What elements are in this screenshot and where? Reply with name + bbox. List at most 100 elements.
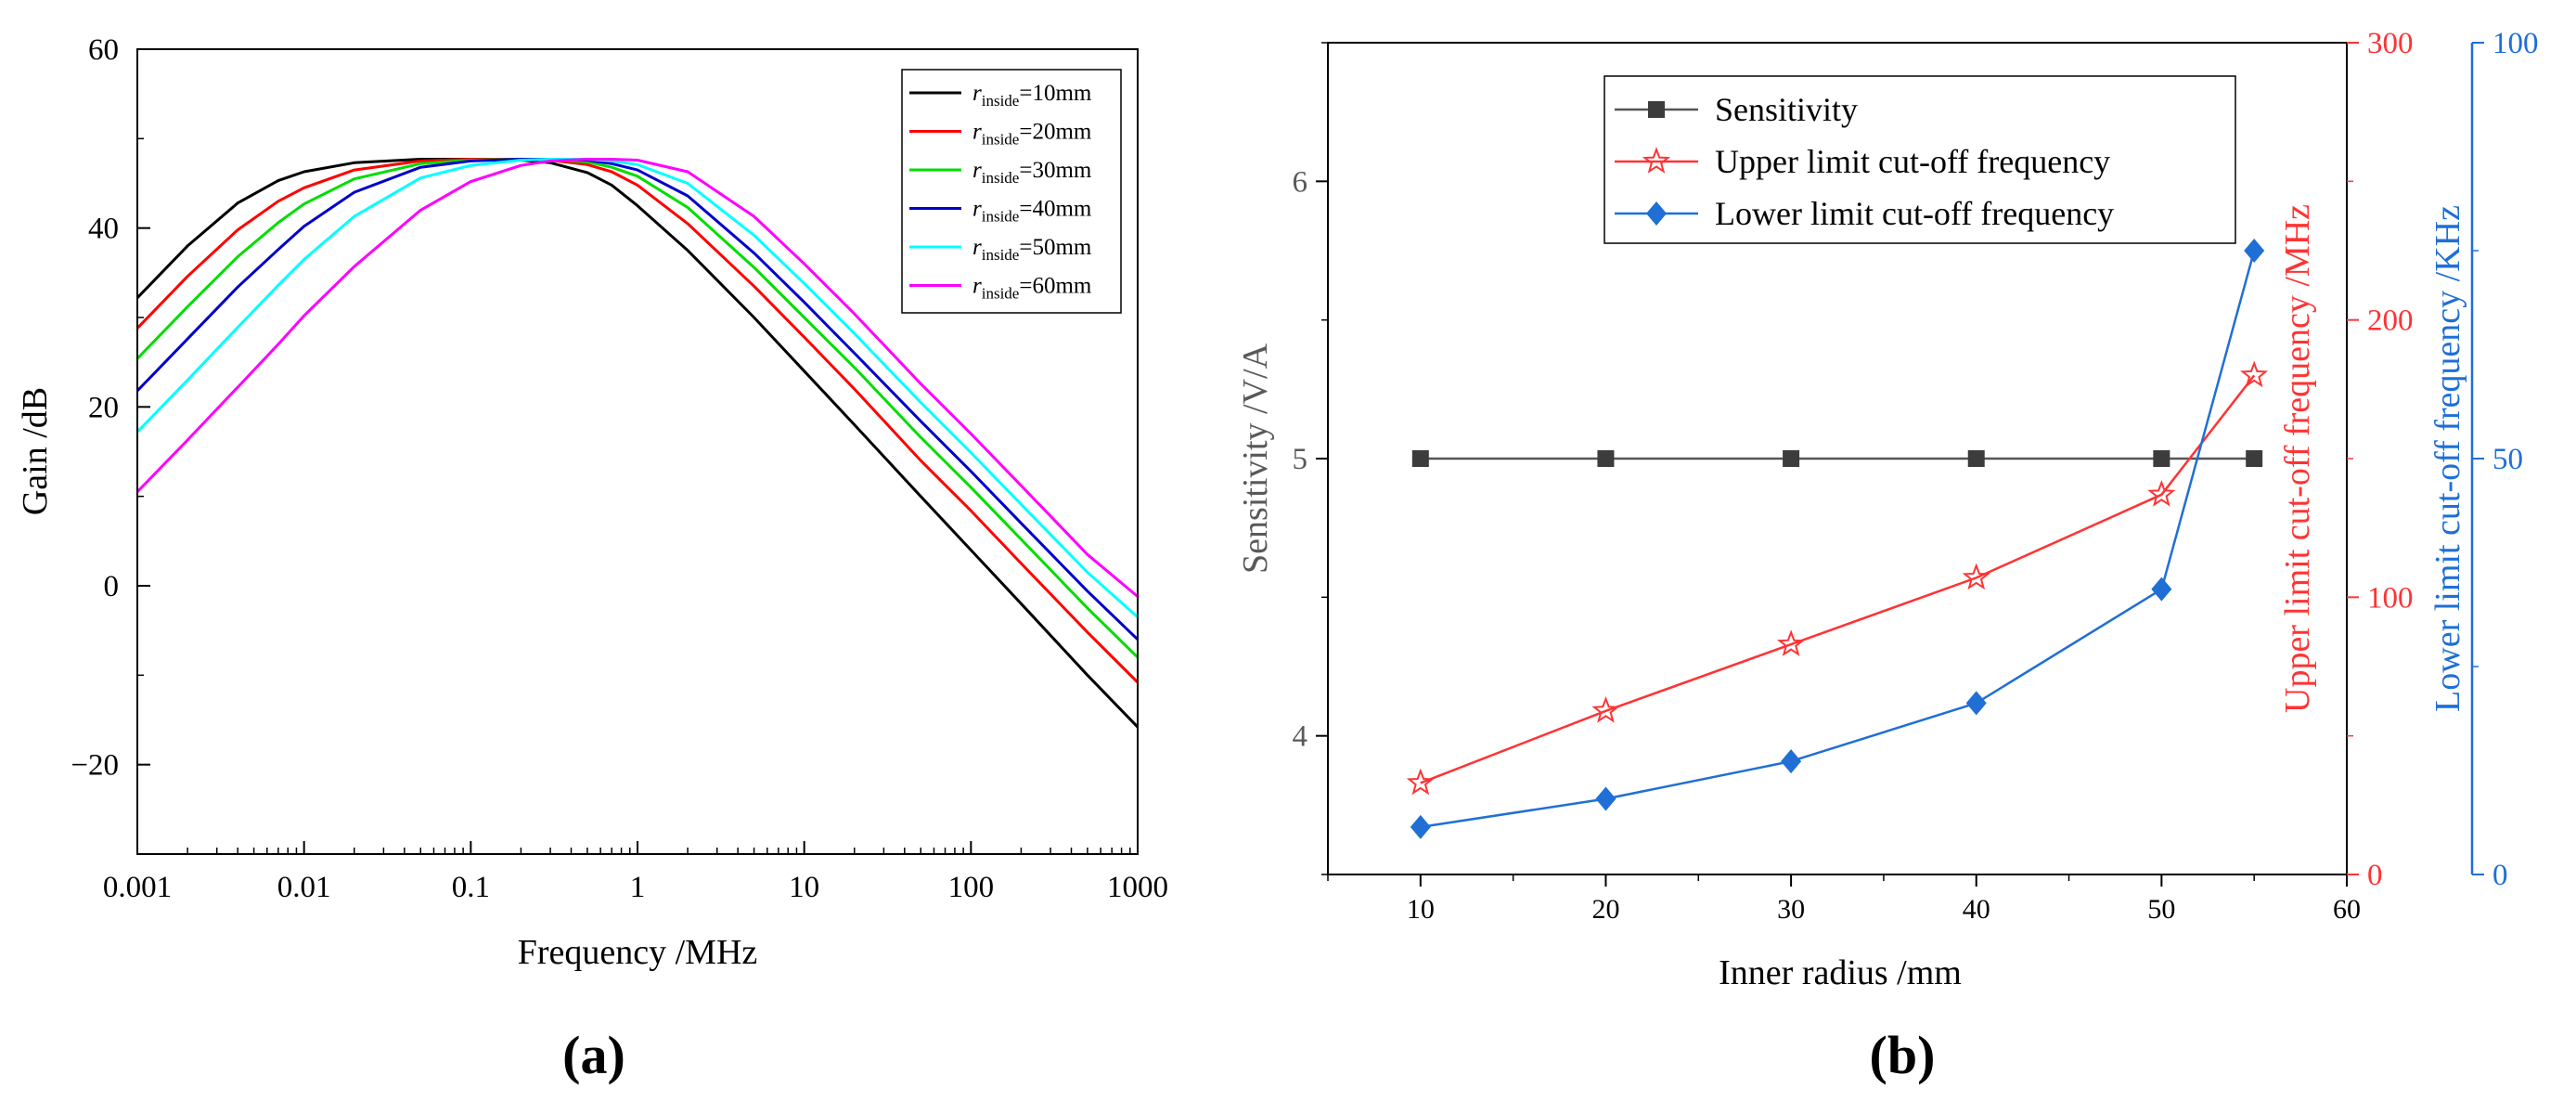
panel-b-left-tick-label: 5 [1293,443,1308,476]
panel-b-label: (b) [1870,1025,1936,1085]
panel-a-legend-symbol: r [972,197,982,222]
panel-a-legend-label: rinside=20mm [972,120,1092,149]
panel-a-legend-symbol: r [972,120,982,145]
panel-b-series-line [1420,374,2256,784]
panel-a-legend-label: rinside=10mm [972,81,1092,110]
panel-a-ticks: 0.001 0.01 0.1 1 10 100 1000 −20 0 20 40 60 [71,33,1168,904]
panel-b-x-tick-label: 40 [1963,894,1990,925]
panel-b-series-group [1406,239,2269,839]
panel-a-legend-subscript: inside [982,208,1020,226]
panel-b-series-marker [1406,768,1435,796]
panel-b-left-axis-label: Sensitivity /V/A [1236,343,1275,574]
panel-a-legend-value: =60mm [1019,274,1092,299]
panel-a-legend-subscript: inside [982,246,1020,264]
panel-b-series-marker [1591,695,1620,723]
panel-a-legend-value: =40mm [1019,197,1092,222]
panel-a-x-tick-label: 0.01 [277,871,331,904]
panel-b-series-marker [2240,360,2269,388]
panel-a-legend-box [901,69,1122,314]
panel-b-series-marker [2246,450,2263,467]
panel-b-series-marker [1967,450,1985,467]
panel-b-left-tick-label: 4 [1293,720,1308,754]
panel-b-series-marker [2147,479,2176,507]
panel-b-legend-marker [1648,101,1665,118]
panel-b-right2-tick-label: 50 [2492,443,2523,476]
panel-b-right1-tick-label: 100 [2367,581,2414,615]
panel-a-y-tick-label: 20 [88,391,119,424]
panel-a-y-tick-label: 60 [88,33,119,67]
panel-b-series-marker [1783,450,1800,467]
panel-b-x-tick-label: 20 [1591,894,1619,925]
panel-a-legend-value: =10mm [1019,81,1092,106]
panel-a-legend-symbol: r [972,274,982,299]
panel-a-legend-symbol: r [972,158,982,183]
panel-a-series-line [135,158,1140,729]
panel-b-x-tick-label: 50 [2147,894,2175,925]
panel-b-series-marker [1781,749,1802,774]
panel-a-x-tick-label: 10 [789,871,819,904]
panel-a-x-tick-label: 1 [630,871,646,904]
panel-b-x-tick-label: 60 [2333,894,2361,925]
panel-b-series-marker [1411,450,1429,467]
panel-a-series-line [135,158,1139,598]
panel-b-legend-marker [1642,147,1671,174]
panel-b-right1-tick-label: 300 [2367,27,2414,60]
panel-b-series-marker [1597,450,1615,467]
panel-b-x-axis-label: Inner radius /mm [1719,953,1962,992]
panel-a-y-tick-label: −20 [71,749,119,783]
panel-b-right1-tick-label: 200 [2367,304,2414,338]
panel-a-legend-value: =30mm [1019,158,1092,183]
panel-b-right1-axis-label: Upper limit cut-off frequency /MHz [2278,204,2317,713]
panel-b-series-marker [1410,814,1431,839]
panel-a-legend: rinside=10mmrinside=20mmrinside=30mmrins… [901,69,1122,314]
panel-a-legend-symbol: r [972,81,982,106]
panel-a-legend-subscript: inside [982,285,1020,303]
panel-b-series-marker [2153,450,2170,467]
panel-a-x-tick-label: 0.001 [103,871,172,904]
panel-b-series-marker [1962,563,1990,590]
panel-a-legend-label: rinside=60mm [972,274,1092,303]
panel-a-x-tick-label: 0.1 [452,871,490,904]
panel-a-legend-symbol: r [972,235,982,260]
panel-a-legend-subscript: inside [982,169,1020,187]
panel-b-right1-tick-label: 0 [2367,859,2383,892]
panel-b-left-tick-label: 6 [1293,165,1308,199]
panel-b-legend-label: Lower limit cut-off frequency [1715,195,2114,232]
panel-b-legend: Sensitivity Upper limit cut-off frequency… [1604,75,2236,244]
panel-a-legend-subscript: inside [982,92,1020,110]
panel-b-right2-axis-label: Lower limit cut-off frequency /KHz [2428,205,2467,712]
panel-a-x-tick-label: 1000 [1107,871,1168,904]
panel-b-right2-tick-label: 100 [2492,27,2539,60]
panel-a-series-group [135,158,1140,729]
panel-a-x-axis-label: Frequency /MHz [518,933,758,972]
panel-b-legend-box [1604,75,2236,244]
panel-a-series-line [135,158,1140,684]
panel-a-y-axis-label: Gain /dB [16,387,55,515]
panel-b-legend-label: Upper limit cut-off frequency [1715,143,2110,180]
panel-a-legend-value: =20mm [1019,120,1092,145]
panel-b-legend-label: Sensitivity [1715,91,1858,128]
panel-a-series-line [135,158,1140,659]
panel-b-series-line [1420,250,2256,829]
panel-a-legend-label: rinside=30mm [972,158,1092,187]
panel-b-series-marker [1595,786,1616,811]
panel-a-legend-subscript: inside [982,131,1020,149]
panel-b-series-marker [2244,239,2265,263]
panel-b-series-marker [1965,691,1987,716]
panel-b-x-tick-label: 30 [1777,894,1805,925]
panel-a-y-tick-label: 40 [88,213,119,246]
panel-b-series-marker [2151,576,2172,602]
panel-a-x-tick-label: 100 [948,871,995,904]
panel-b-x-tick-label: 10 [1407,894,1435,925]
panel-a-y-tick-label: 0 [104,570,120,603]
panel-b-right2-tick-label: 0 [2492,859,2508,892]
panel-a-series-line [135,158,1140,641]
panel-b-legend-marker [1646,201,1667,226]
panel-a-legend-label: rinside=50mm [972,235,1092,264]
panel-b-series-marker [1776,629,1806,656]
panel-a-legend-value: =50mm [1019,235,1092,260]
